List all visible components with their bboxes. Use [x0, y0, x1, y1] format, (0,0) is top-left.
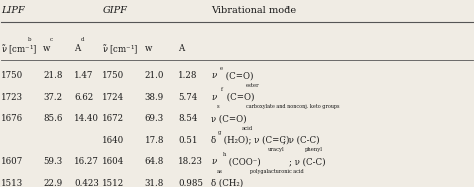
Text: 1604: 1604: [102, 157, 125, 166]
Text: ν: ν: [211, 93, 216, 102]
Text: as: as: [217, 168, 223, 174]
Text: 1.47: 1.47: [74, 71, 93, 80]
Text: w: w: [145, 44, 152, 53]
Text: 0.985: 0.985: [178, 179, 203, 187]
Text: c: c: [50, 36, 53, 42]
Text: d: d: [81, 36, 84, 42]
Text: h: h: [222, 151, 226, 157]
Text: 38.9: 38.9: [145, 93, 164, 102]
Text: 17.8: 17.8: [145, 136, 164, 145]
Text: 0.51: 0.51: [178, 136, 198, 145]
Text: e: e: [220, 66, 223, 70]
Text: acid: acid: [241, 125, 253, 131]
Text: 22.9: 22.9: [43, 179, 63, 187]
Text: 5.74: 5.74: [178, 93, 197, 102]
Text: 85.6: 85.6: [43, 114, 63, 123]
Text: 69.3: 69.3: [145, 114, 164, 123]
Text: ν: ν: [211, 71, 216, 80]
Text: g: g: [218, 130, 221, 135]
Text: 1607: 1607: [0, 157, 23, 166]
Text: b: b: [28, 36, 32, 42]
Text: 1723: 1723: [0, 93, 23, 102]
Text: $\tilde{\nu}$ [cm⁻¹]: $\tilde{\nu}$ [cm⁻¹]: [102, 44, 139, 57]
Text: ν: ν: [211, 157, 216, 166]
Text: 1676: 1676: [0, 114, 23, 123]
Text: $\tilde{\nu}$ [cm⁻¹]: $\tilde{\nu}$ [cm⁻¹]: [0, 44, 37, 57]
Text: 21.0: 21.0: [145, 71, 164, 80]
Text: polygalacturonic acid: polygalacturonic acid: [250, 168, 303, 174]
Text: LIPF: LIPF: [0, 6, 24, 15]
Text: 0.423: 0.423: [74, 179, 99, 187]
Text: ν (C=O): ν (C=O): [211, 114, 246, 123]
Text: 21.8: 21.8: [43, 71, 63, 80]
Text: 1750: 1750: [0, 71, 23, 80]
Text: δ: δ: [211, 136, 216, 145]
Text: carboxylate and nonconj. keto groups: carboxylate and nonconj. keto groups: [246, 104, 340, 109]
Text: δ (CH₂): δ (CH₂): [211, 179, 243, 187]
Text: ester: ester: [246, 83, 260, 88]
Text: (COO⁻): (COO⁻): [226, 157, 260, 166]
Text: ; ν (C-C): ; ν (C-C): [289, 157, 326, 166]
Text: 18.23: 18.23: [178, 157, 203, 166]
Text: ; ν (C-C): ; ν (C-C): [283, 136, 319, 145]
Text: 16.27: 16.27: [74, 157, 99, 166]
Text: f: f: [220, 87, 222, 92]
Text: 6.62: 6.62: [74, 93, 93, 102]
Text: 1750: 1750: [102, 71, 125, 80]
Text: (C=O): (C=O): [223, 71, 254, 80]
Text: 1672: 1672: [102, 114, 125, 123]
Text: s: s: [217, 104, 219, 109]
Text: 14.40: 14.40: [74, 114, 99, 123]
Text: (C=O): (C=O): [224, 93, 254, 102]
Text: a: a: [285, 5, 289, 10]
Text: 64.8: 64.8: [145, 157, 164, 166]
Text: w: w: [43, 44, 51, 53]
Text: 31.8: 31.8: [145, 179, 164, 187]
Text: 1640: 1640: [102, 136, 125, 145]
Text: 1512: 1512: [102, 179, 125, 187]
Text: 1724: 1724: [102, 93, 125, 102]
Text: A: A: [74, 44, 80, 53]
Text: 1.28: 1.28: [178, 71, 198, 80]
Text: 37.2: 37.2: [43, 93, 63, 102]
Text: phenyl: phenyl: [305, 147, 323, 152]
Text: 8.54: 8.54: [178, 114, 197, 123]
Text: uracyl: uracyl: [268, 147, 284, 152]
Text: GIPF: GIPF: [102, 6, 127, 15]
Text: 1513: 1513: [0, 179, 23, 187]
Text: Vibrational mode: Vibrational mode: [211, 6, 296, 15]
Text: A: A: [178, 44, 184, 53]
Text: (H₂O); ν (C=C): (H₂O); ν (C=C): [221, 136, 290, 145]
Text: 59.3: 59.3: [43, 157, 63, 166]
